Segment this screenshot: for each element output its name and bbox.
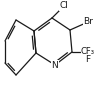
Text: N: N (51, 61, 58, 69)
Text: Br: Br (82, 17, 92, 27)
Text: CF₃: CF₃ (80, 46, 94, 56)
Text: Cl: Cl (59, 1, 68, 11)
Text: F: F (85, 56, 90, 65)
